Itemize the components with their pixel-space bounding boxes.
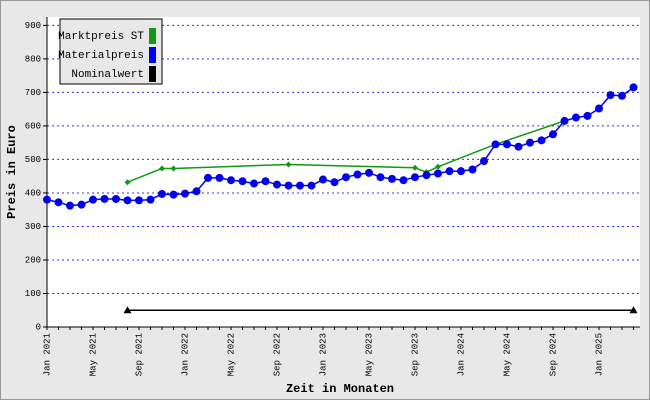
y-tick-label: 300 — [25, 222, 41, 232]
x-tick-label: Sep 2023 — [410, 333, 420, 376]
point — [215, 173, 224, 182]
point — [435, 163, 441, 170]
line-segment — [437, 143, 496, 168]
legend-label: Marktpreis ST — [58, 31, 144, 43]
y-tick-label: 100 — [25, 289, 41, 299]
point — [146, 195, 155, 204]
x-tick-label: Jan 2025 — [594, 333, 604, 376]
point — [273, 180, 281, 189]
y-tick-label: 600 — [25, 121, 41, 131]
y-tick-label: 700 — [25, 88, 41, 98]
legend: Marktpreis ST Materialpreis Nominalwert — [58, 18, 163, 85]
point — [261, 177, 270, 186]
point — [100, 194, 109, 203]
y-tick-label: 800 — [25, 54, 41, 64]
point — [123, 196, 132, 205]
x-tick-label: May 2024 — [502, 333, 512, 376]
legend-label: Materialpreis — [58, 50, 144, 62]
point — [411, 173, 419, 182]
point — [204, 173, 212, 182]
point — [169, 190, 178, 199]
point — [606, 91, 615, 100]
line-segment — [173, 163, 289, 170]
point — [135, 196, 143, 205]
point — [412, 164, 418, 171]
point — [250, 179, 258, 188]
point — [399, 176, 408, 185]
point — [284, 181, 293, 190]
point — [365, 168, 373, 177]
point — [123, 306, 132, 314]
point — [77, 200, 86, 209]
point — [238, 177, 247, 186]
x-tick-label: Jan 2024 — [456, 333, 466, 376]
point — [342, 173, 350, 182]
x-axis-label: Zeit in Monaten — [286, 382, 394, 396]
y-tick-label: 900 — [25, 21, 41, 31]
x-tick-label: Sep 2024 — [548, 333, 558, 376]
point — [434, 169, 442, 178]
legend-box — [59, 18, 163, 85]
x-tick-label: Sep 2021 — [134, 333, 144, 376]
x-tick-label: Sep 2022 — [272, 333, 282, 376]
legend-swatch — [149, 66, 156, 82]
y-axis-label: Preis in Euro — [5, 125, 19, 219]
line-segment — [288, 163, 416, 169]
point — [43, 195, 51, 204]
x-tick-label: Jan 2022 — [180, 333, 190, 376]
point — [388, 174, 396, 183]
point — [66, 201, 74, 210]
point — [618, 91, 626, 100]
point — [319, 175, 327, 184]
point — [468, 165, 477, 174]
point — [560, 116, 569, 125]
x-tick-label: May 2021 — [88, 333, 98, 376]
point — [445, 167, 454, 176]
point — [422, 171, 431, 180]
point — [112, 194, 120, 203]
point — [572, 113, 580, 122]
x-tick-label: May 2023 — [364, 333, 374, 376]
y-tick-label: 400 — [25, 188, 41, 198]
point — [124, 179, 131, 186]
point — [503, 140, 511, 149]
point — [376, 173, 385, 182]
point — [480, 157, 488, 166]
y-tick-label: 500 — [25, 155, 41, 165]
legend-label: Nominalwert — [71, 69, 144, 81]
legend-swatch — [149, 47, 156, 63]
point — [159, 165, 165, 172]
y-tick-label: 200 — [25, 255, 41, 265]
line-segment — [127, 167, 163, 183]
point — [491, 140, 500, 149]
x-tick-label: Jan 2023 — [318, 333, 328, 376]
point — [54, 198, 63, 207]
point — [296, 181, 304, 190]
point — [583, 111, 592, 120]
point — [537, 136, 546, 145]
point — [629, 83, 638, 92]
point — [181, 189, 189, 198]
point — [227, 176, 235, 185]
point — [629, 306, 638, 314]
point — [158, 189, 166, 198]
x-tick-label: May 2022 — [226, 333, 236, 376]
point — [285, 161, 292, 168]
point — [89, 195, 97, 204]
point — [330, 178, 339, 187]
point — [457, 167, 465, 176]
legend-swatch — [149, 28, 156, 44]
point — [307, 181, 316, 190]
point — [514, 142, 523, 151]
point — [192, 187, 201, 196]
x-tick-label: Jan 2021 — [42, 333, 52, 376]
point — [170, 165, 177, 172]
point — [353, 170, 362, 179]
point — [595, 104, 603, 113]
point — [526, 138, 534, 147]
y-tick-label: 0 — [36, 322, 41, 332]
point — [549, 130, 557, 139]
